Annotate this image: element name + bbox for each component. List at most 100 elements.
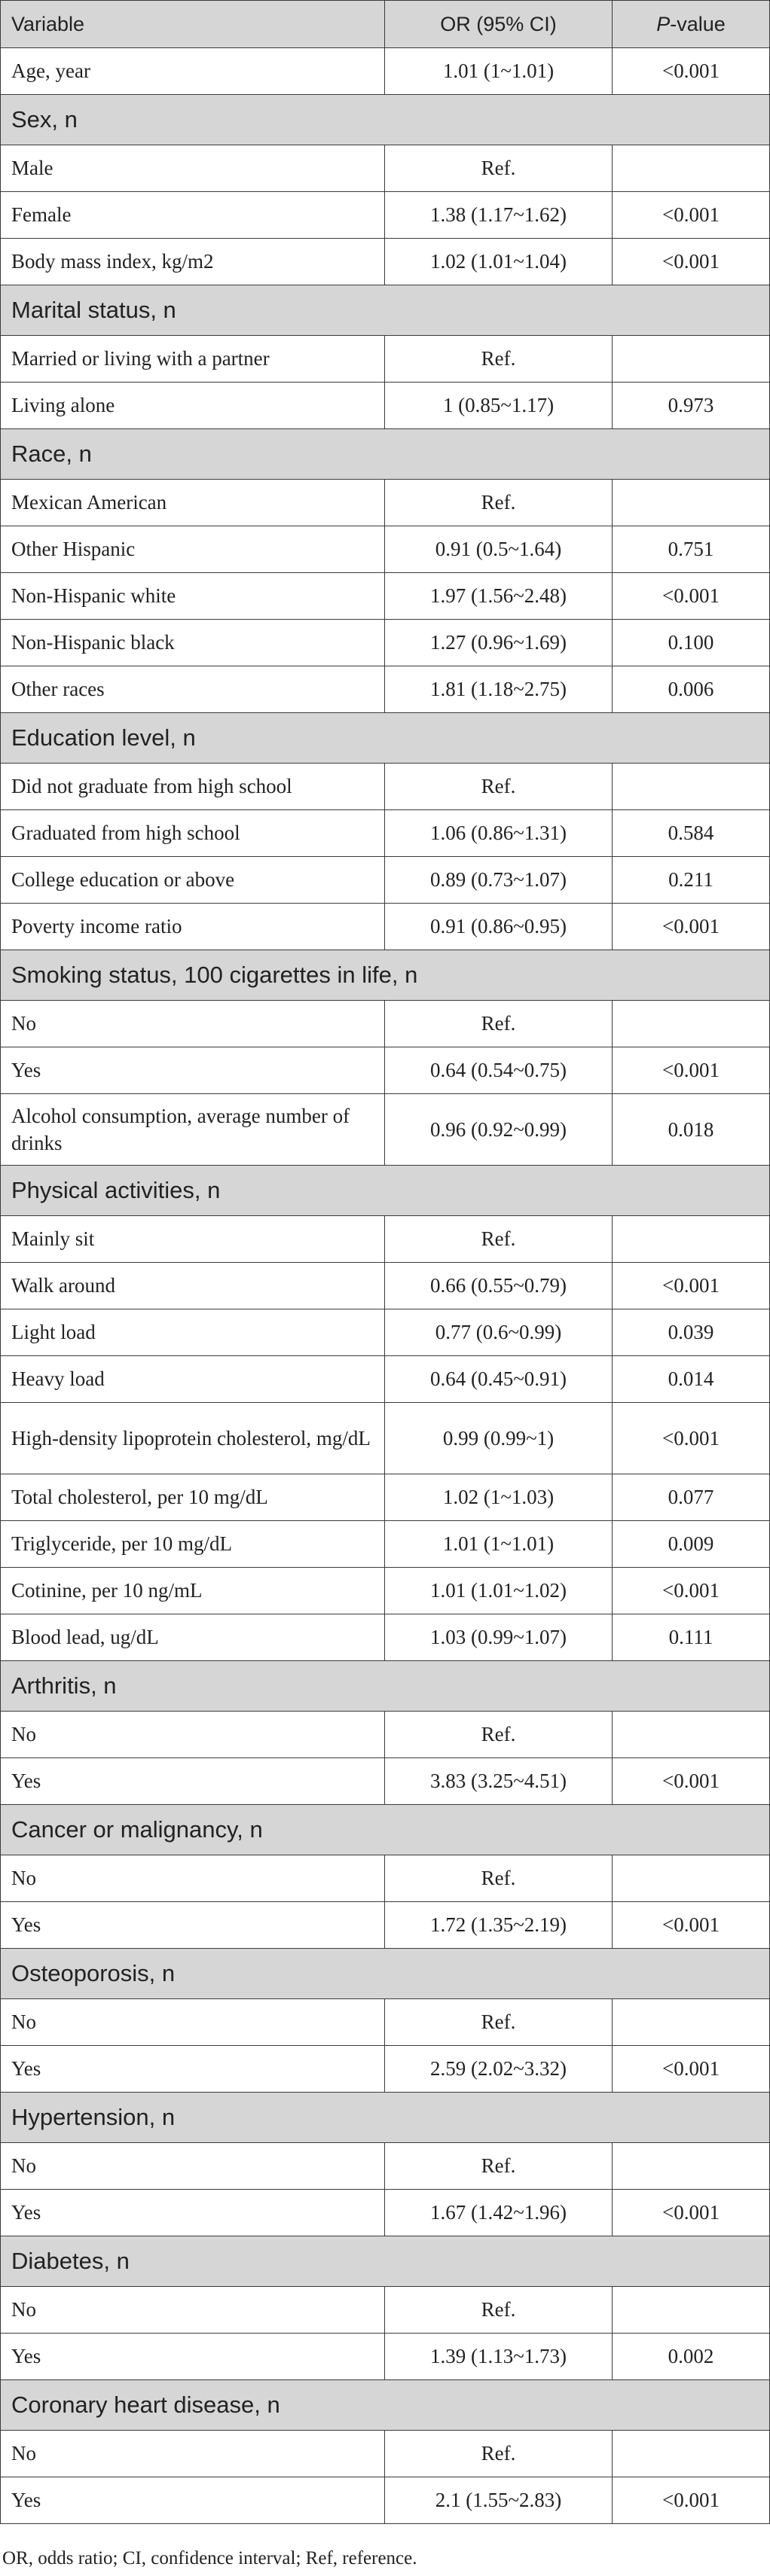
section-header-row: Hypertension, n (0, 2092, 770, 2143)
p-value-cell (612, 2142, 770, 2190)
table-row: Triglyceride, per 10 mg/dL 1.01 (1~1.01) 0… (0, 1520, 770, 1568)
variable-cell: No (0, 1998, 385, 2046)
section-title: Education level, n (0, 712, 770, 764)
section-title: Sex, n (0, 94, 770, 145)
or-ci-cell: 1.27 (0.96~1.69) (384, 619, 613, 666)
p-value-cell: 0.111 (612, 1614, 770, 1661)
table-row: Walk around 0.66 (0.55~0.79) <0.001 (0, 1262, 770, 1309)
section-header-row: Diabetes, n (0, 2236, 770, 2287)
variable-cell: Yes (0, 1757, 385, 1805)
table-row: Other Hispanic 0.91 (0.5~1.64) 0.751 (0, 526, 770, 573)
or-ci-cell: 1.97 (1.56~2.48) (384, 572, 613, 620)
or-ci-cell: Ref. (384, 763, 613, 810)
or-ci-cell: 1.67 (1.42~1.96) (384, 2189, 613, 2236)
p-value-cell: 0.100 (612, 619, 770, 666)
table-row: Heavy load 0.64 (0.45~0.91) 0.014 (0, 1355, 770, 1403)
table-row: Yes 3.83 (3.25~4.51) <0.001 (0, 1757, 770, 1805)
table-row: Living alone 1 (0.85~1.17) 0.973 (0, 382, 770, 429)
p-value-cell: <0.001 (612, 47, 770, 95)
or-ci-cell: 2.1 (1.55~2.83) (384, 2477, 613, 2524)
header-p-rest: -value (670, 12, 726, 35)
table-row: Yes 2.59 (2.02~3.32) <0.001 (0, 2045, 770, 2093)
variable-cell: Total cholesterol, per 10 mg/dL (0, 1474, 385, 1521)
table-row: Yes 2.1 (1.55~2.83) <0.001 (0, 2477, 770, 2524)
or-ci-cell: 1.02 (1.01~1.04) (384, 238, 613, 285)
section-title: Osteoporosis, n (0, 1948, 770, 1999)
table-row: Mainly sit Ref. (0, 1215, 770, 1263)
p-value-cell: <0.001 (612, 1262, 770, 1309)
table-row: Poverty income ratio 0.91 (0.86~0.95) <0.0… (0, 903, 770, 950)
table-row: Married or living with a partner Ref. (0, 335, 770, 383)
section-title: Arthritis, n (0, 1660, 770, 1712)
table-row: Yes 0.64 (0.54~0.75) <0.001 (0, 1047, 770, 1094)
table-row: No Ref. (0, 2430, 770, 2477)
section-header-row: Education level, n (0, 712, 770, 764)
variable-cell: Yes (0, 2333, 385, 2380)
section-header-row: Physical activities, n (0, 1165, 770, 1216)
or-ci-cell: 0.64 (0.45~0.91) (384, 1355, 613, 1403)
variable-cell: Non-Hispanic white (0, 572, 385, 620)
table-row: Yes 1.39 (1.13~1.73) 0.002 (0, 2333, 770, 2380)
variable-cell: Did not graduate from high school (0, 763, 385, 810)
or-ci-cell: Ref. (384, 1711, 613, 1758)
or-ci-cell: Ref. (384, 2286, 613, 2334)
table-row: Non-Hispanic black 1.27 (0.96~1.69) 0.100 (0, 619, 770, 666)
table-row: High-density lipoprotein cholesterol, mg… (0, 1402, 770, 1474)
p-value-cell: 0.751 (612, 526, 770, 573)
p-value-cell (612, 1711, 770, 1758)
or-ci-cell: Ref. (384, 1000, 613, 1047)
section-header-row: Race, n (0, 428, 770, 480)
p-value-cell (612, 2286, 770, 2334)
or-ci-cell: 2.59 (2.02~3.32) (384, 2045, 613, 2093)
header-or-ci: OR (95% CI) (384, 0, 613, 48)
or-ci-cell: Ref. (384, 479, 613, 526)
header-p-value: P-value (612, 0, 770, 48)
section-header-row: Osteoporosis, n (0, 1948, 770, 1999)
table-footnote: OR, odds ratio; CI, confidence interval;… (2, 2548, 417, 2568)
table-container: Variable OR (95% CI) P-value Age, year 1.… (0, 0, 770, 2524)
variable-cell: Other Hispanic (0, 526, 385, 573)
variable-cell: Yes (0, 2045, 385, 2093)
table-row: No Ref. (0, 2142, 770, 2190)
or-ci-cell: 0.77 (0.6~0.99) (384, 1309, 613, 1356)
variable-cell: No (0, 1711, 385, 1758)
or-ci-cell: 1.72 (1.35~2.19) (384, 1901, 613, 1949)
section-title: Diabetes, n (0, 2236, 770, 2287)
p-value-cell: <0.001 (612, 903, 770, 950)
p-value-cell (612, 145, 770, 192)
p-value-cell: <0.001 (612, 2477, 770, 2524)
table-row: Mexican American Ref. (0, 479, 770, 526)
section-title: Smoking status, 100 cigarettes in life, … (0, 950, 770, 1001)
or-ci-cell: 1 (0.85~1.17) (384, 382, 613, 429)
variable-cell: College education or above (0, 856, 385, 904)
section-header-row: Arthritis, n (0, 1660, 770, 1712)
table-row: Yes 1.67 (1.42~1.96) <0.001 (0, 2189, 770, 2236)
p-value-cell: <0.001 (612, 1901, 770, 1949)
variable-cell: Light load (0, 1309, 385, 1356)
or-ci-cell: 1.02 (1~1.03) (384, 1474, 613, 1521)
p-value-cell: <0.001 (612, 238, 770, 285)
variable-cell: Age, year (0, 47, 385, 95)
variable-cell: Mainly sit (0, 1215, 385, 1263)
variable-cell: No (0, 1000, 385, 1047)
or-ci-cell: 1.03 (0.99~1.07) (384, 1614, 613, 1661)
or-ci-cell: 1.01 (1~1.01) (384, 1520, 613, 1568)
p-value-cell: 0.039 (612, 1309, 770, 1356)
p-value-cell: 0.077 (612, 1474, 770, 1521)
variable-cell: Alcohol consumption, average number of d… (0, 1093, 385, 1166)
or-ci-cell: 1.81 (1.18~2.75) (384, 666, 613, 713)
variable-cell: Male (0, 145, 385, 192)
variable-cell: No (0, 2430, 385, 2477)
table-row: No Ref. (0, 1000, 770, 1047)
section-title: Marital status, n (0, 285, 770, 336)
table-row: Blood lead, ug/dL 1.03 (0.99~1.07) 0.111 (0, 1614, 770, 1661)
p-value-cell (612, 1215, 770, 1263)
variable-cell: Married or living with a partner (0, 335, 385, 383)
table-row: Male Ref. (0, 145, 770, 192)
variable-cell: Heavy load (0, 1355, 385, 1403)
or-ci-cell: Ref. (384, 1215, 613, 1263)
or-ci-cell: 0.64 (0.54~0.75) (384, 1047, 613, 1094)
p-value-cell (612, 2430, 770, 2477)
variable-cell: Female (0, 191, 385, 239)
or-ci-cell: 0.99 (0.99~1) (384, 1402, 613, 1474)
